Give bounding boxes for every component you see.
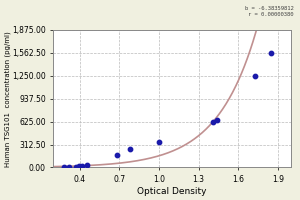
Point (76, 165, 81, 168)
Point (67, 165, 71, 169)
Point (211, 120, 215, 123)
Point (80, 164, 85, 168)
Point (128, 147, 132, 151)
Y-axis label: Human TSG101  concentration (pg/ml): Human TSG101 concentration (pg/ml) (4, 31, 11, 167)
Text: b = -6.38359812
r = 0.00000380: b = -6.38359812 r = 0.00000380 (245, 6, 294, 17)
Point (157, 140, 161, 143)
Point (74, 165, 79, 168)
Point (61, 166, 66, 169)
X-axis label: Optical Density: Optical Density (137, 187, 207, 196)
Point (269, 51, 274, 55)
Point (85, 164, 89, 167)
Point (114, 153, 119, 156)
Point (253, 74, 258, 77)
Point (215, 118, 220, 121)
